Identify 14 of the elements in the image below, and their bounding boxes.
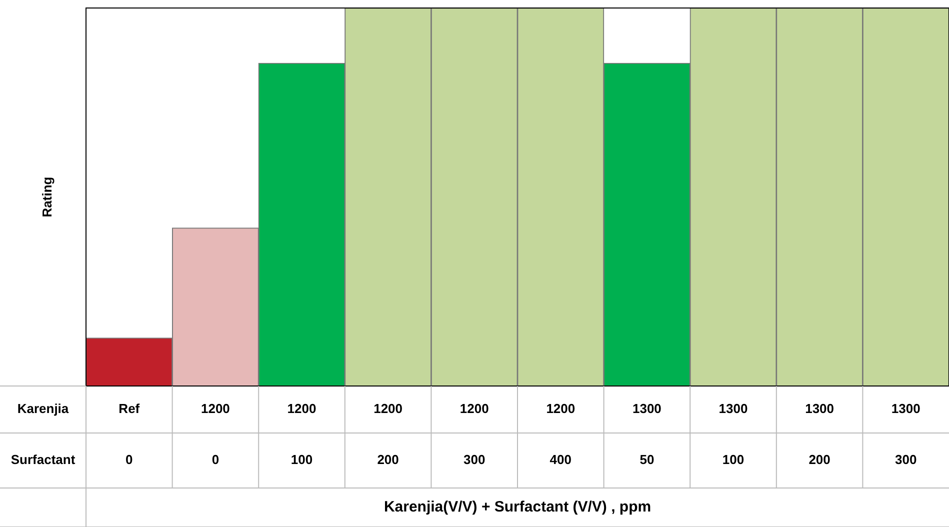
category-label: 1300 100 (718, 401, 748, 468)
y-axis-title: Rating (40, 176, 55, 218)
category-label: 1200 0 (200, 401, 230, 468)
category-label: 1200 400 (546, 401, 576, 468)
category-label: 1300 300 (891, 401, 920, 468)
category-label: 1200 100 (287, 401, 316, 468)
text: Surfactant (10, 452, 76, 468)
category-label: 1200 300 (460, 401, 489, 468)
category-label: 1200 200 (374, 401, 403, 468)
category-label: 1300 200 (805, 401, 834, 468)
category-label: Ref 0 (118, 401, 140, 468)
text: Karenjia (17, 401, 70, 416)
text: Karenjia(V/V) + Surfactant (V/V) , ppm (384, 498, 652, 516)
category-label: 1300 50 (632, 401, 662, 468)
